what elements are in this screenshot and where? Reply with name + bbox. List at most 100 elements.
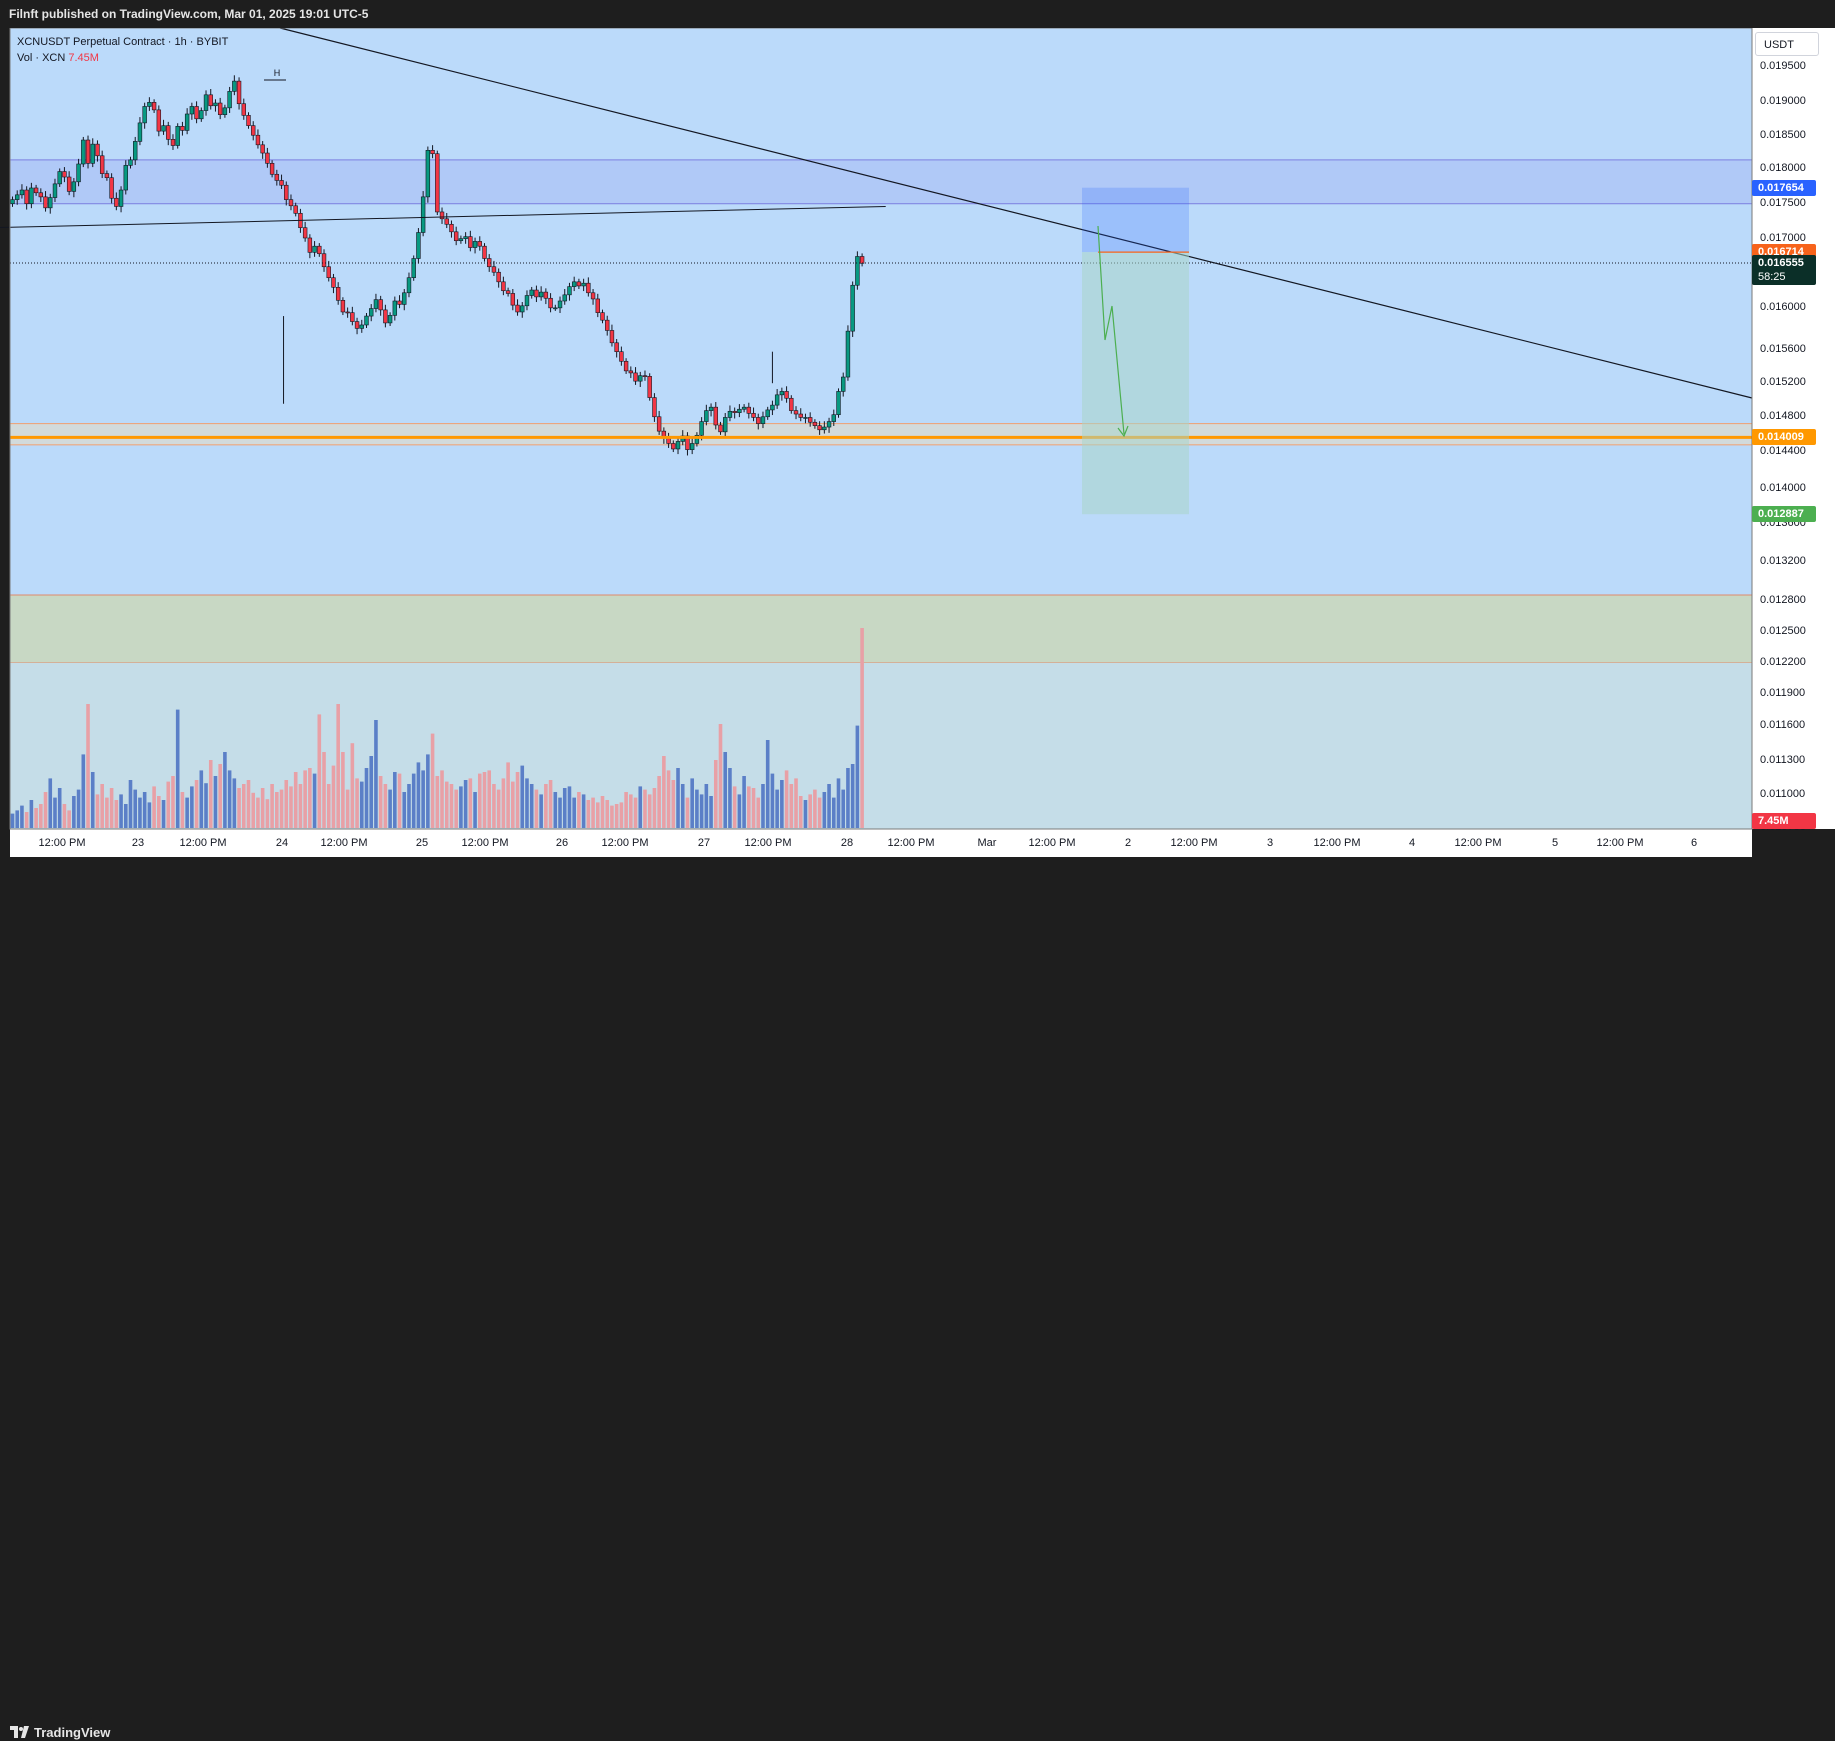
bar-countdown: 58:25 [1758, 270, 1786, 283]
candle-body [751, 413, 756, 418]
volume-bar [605, 800, 610, 828]
time-tick: 25 [416, 837, 428, 849]
price-tick: 0.012200 [1760, 656, 1806, 668]
candle-body [609, 330, 615, 344]
candle-body [48, 197, 53, 209]
candle-body [302, 227, 308, 239]
candle-body [595, 298, 600, 313]
candle-body [387, 315, 393, 324]
candle-body [463, 236, 468, 239]
time-tick: 12:00 PM [887, 837, 934, 849]
volume-bar [685, 797, 690, 828]
price-tick: 0.011300 [1760, 754, 1805, 766]
time-tick: 12:00 PM [320, 837, 367, 849]
candle-body [472, 241, 478, 248]
candle-body [571, 281, 577, 287]
volume-bar [860, 628, 864, 828]
candle-body [246, 115, 251, 126]
volume-bar [171, 776, 175, 828]
volume-bar [600, 796, 605, 828]
volume-bar [157, 796, 161, 828]
volume-bar [808, 794, 812, 828]
projection-arrow [1097, 225, 1125, 435]
volume-bar [237, 788, 241, 828]
time-tick: 12:00 PM [461, 837, 508, 849]
volume-bar [511, 781, 515, 828]
volume-bar [232, 778, 237, 828]
position-target-zone [1082, 252, 1189, 515]
candle-body [770, 404, 775, 411]
candle-body [435, 153, 440, 213]
volume-bar [619, 802, 624, 828]
candle-body [411, 258, 416, 279]
volume-bar [123, 804, 128, 828]
candle-body [619, 351, 624, 362]
volume-bar [572, 797, 576, 828]
candle-body [784, 391, 789, 399]
volume-bar [208, 760, 213, 828]
volume-bar [520, 765, 525, 828]
candle-body [647, 376, 652, 398]
candle-body [557, 300, 563, 309]
volume-bar [10, 813, 15, 828]
price-tick: 0.016000 [1760, 301, 1806, 313]
candle-body [756, 417, 761, 424]
tradingview-logo[interactable]: TradingView [10, 1723, 110, 1741]
volume-bar [284, 780, 289, 828]
candle-body [468, 236, 473, 248]
price-chart[interactable]: H 0.019500 0.019000 0.018500 0.018000 0.0175… [0, 0, 1835, 892]
candle-body [217, 102, 223, 115]
candle-body [576, 281, 582, 287]
volume-legend[interactable]: Vol · XCN 7.45M [17, 50, 228, 66]
volume-bar [501, 778, 506, 828]
volume-bar [133, 789, 138, 828]
symbol-info[interactable]: XCNUSDT Perpetual Contract · 1h · BYBIT [17, 36, 229, 48]
candle-body [29, 187, 34, 205]
volume-bar [407, 784, 411, 828]
time-tick: 3 [1267, 837, 1273, 849]
volume-bar [534, 789, 539, 828]
price-tick: 0.014000 [1760, 482, 1806, 494]
candle-body [590, 292, 596, 300]
volume-bar [308, 768, 312, 828]
candle-body [430, 150, 435, 155]
candle-body [458, 238, 464, 242]
currency-button[interactable]: USDT [1755, 32, 1819, 56]
volume-bar [175, 709, 180, 828]
price-tick: 0.014400 [1760, 445, 1806, 457]
volume-bar [539, 794, 543, 828]
volume-bar [90, 772, 95, 828]
candle-body [307, 237, 313, 253]
candle-body [335, 286, 341, 301]
candle-body [453, 231, 459, 242]
candle-body [76, 163, 81, 183]
volume-bar [780, 780, 784, 828]
volume-bar [393, 772, 397, 828]
price-label: 7.45M [1752, 813, 1816, 829]
candle-body [817, 425, 822, 431]
volume-bar [48, 778, 53, 828]
candle-body [718, 424, 723, 433]
price-tick: 0.011000 [1760, 788, 1805, 800]
volume-label: Vol · XCN [17, 52, 66, 64]
time-tick: 12:00 PM [1596, 837, 1643, 849]
candle-body [841, 376, 846, 392]
candle-body [194, 106, 199, 120]
volume-bar [709, 796, 713, 828]
volume-bar [657, 776, 661, 828]
candle-body [383, 309, 388, 324]
volume-bar [246, 780, 251, 828]
candle-body [628, 370, 634, 374]
volume-bar [676, 768, 680, 828]
volume-bar [747, 786, 751, 828]
price-tick: 0.018000 [1760, 162, 1806, 174]
candle-body [364, 315, 369, 326]
volume-bar [34, 808, 38, 828]
volume-bar [761, 784, 765, 828]
candle-body [652, 397, 657, 418]
volume-bar [473, 792, 477, 828]
volume-bar [487, 770, 492, 828]
candle-body [284, 184, 289, 200]
price-tick: 0.012500 [1760, 625, 1806, 637]
chart-legend: XCNUSDT Perpetual Contract · 1h · BYBIT … [17, 34, 228, 66]
